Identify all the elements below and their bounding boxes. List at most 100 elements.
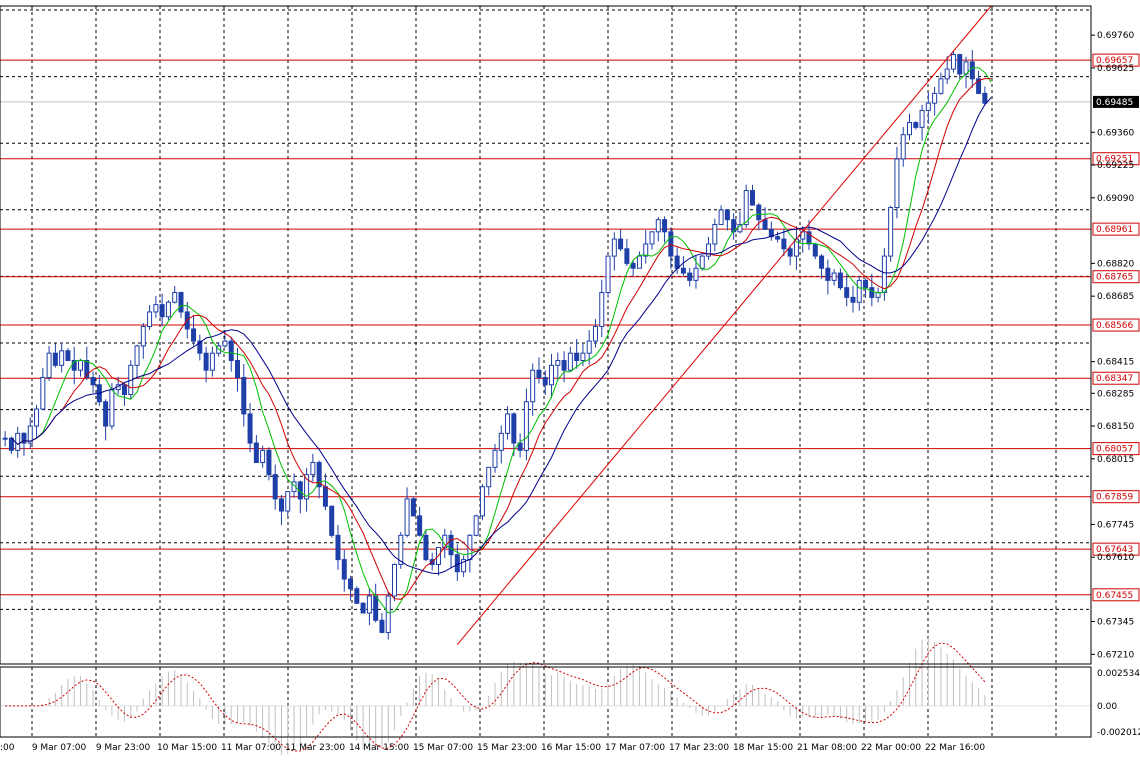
candle-body [398, 534, 404, 565]
osc-tick-label: 0.00 [1097, 702, 1117, 712]
oscillator-panel-frame [0, 666, 1092, 738]
y-tick-label: 0.69625 [1097, 64, 1134, 74]
x-tick-label: 15 Mar 07:00 [413, 743, 473, 753]
candle-body [775, 236, 781, 240]
candle-body [925, 102, 931, 111]
candle-body [976, 78, 982, 94]
candle-body [197, 340, 203, 354]
x-tick-label: 21 Mar 08:00 [797, 743, 857, 753]
x-tick-label: 9 Mar 23:00 [96, 743, 151, 753]
candle-body [749, 190, 755, 206]
candle-body [40, 376, 46, 410]
level-label: 0.69657 [1096, 56, 1133, 66]
candle-body [235, 359, 241, 378]
candle-body [693, 267, 699, 281]
candle-body [310, 461, 316, 476]
ma-mid-line [11, 78, 992, 600]
candle-body [580, 352, 586, 361]
candle-body [172, 292, 178, 303]
level-label-box [1092, 490, 1140, 504]
candle-body [624, 248, 630, 264]
candle-body [191, 328, 197, 342]
candle-body [297, 481, 303, 500]
y-tick-label: 0.68415 [1097, 358, 1134, 368]
level-label-box [1092, 588, 1140, 602]
candle-body [109, 389, 115, 427]
level-label: 0.68961 [1096, 225, 1133, 235]
current-price-label: 0.69485 [1096, 98, 1133, 108]
candle-body [34, 408, 40, 427]
candle-body [592, 326, 598, 342]
candle-body [863, 279, 869, 289]
trend-line-segment[interactable] [456, 5, 992, 645]
x-tick-label: 17 Mar 07:00 [605, 743, 665, 753]
candle-body [15, 432, 21, 451]
candle-body [599, 292, 605, 328]
level-label: 0.69251 [1096, 155, 1133, 165]
y-tick-label: 0.68015 [1097, 455, 1134, 465]
candle-body [781, 238, 787, 250]
candle-body [228, 340, 234, 361]
level-label-box [1092, 542, 1140, 556]
candle-body [341, 559, 347, 580]
candle-body [932, 92, 938, 104]
candle-body [894, 158, 900, 209]
x-tick-label: 17 Mar 23:00 [669, 743, 729, 753]
candle-body [812, 243, 818, 257]
candle-body [511, 413, 517, 444]
candle-body [649, 231, 655, 245]
candle-body [706, 243, 712, 257]
candle-body [285, 491, 291, 512]
y-tick-label: 0.67610 [1097, 553, 1134, 563]
candle-body [178, 292, 184, 313]
horizontal-levels: 0.69657 0.69251 0.68961 0.68765 0.68566 0.683… [0, 53, 1140, 602]
level-label: 0.67643 [1096, 545, 1133, 555]
candle-body [542, 376, 548, 386]
candle-body [611, 238, 617, 257]
level-label-box [1092, 371, 1140, 385]
candle-body [253, 442, 259, 463]
candle-body [52, 352, 58, 366]
candle-body [919, 109, 925, 128]
candle-body [335, 534, 341, 561]
candle-body [900, 134, 906, 160]
price-panel-frame [0, 5, 1092, 665]
candle-body [385, 595, 391, 633]
x-tick-label: 22 Mar 00:00 [861, 743, 921, 753]
y-tick-label: 0.68685 [1097, 292, 1134, 302]
candle-body [454, 554, 460, 573]
candle-body [699, 255, 705, 269]
osc-tick-label: -0.002012 [1097, 728, 1140, 738]
candle-body [473, 515, 479, 536]
candle-body [153, 304, 159, 313]
candle-body [498, 432, 504, 451]
candle-body [278, 498, 284, 512]
candle-body [555, 359, 561, 366]
candle-body [84, 359, 90, 378]
candle-body [209, 352, 215, 371]
ma-fast-line [11, 67, 992, 614]
x-tick-label: 14 Mar 15:00 [349, 743, 409, 753]
candle-body [272, 474, 278, 500]
y-tick-label: 0.68150 [1097, 422, 1134, 432]
candle-body [856, 279, 862, 303]
candle-body [103, 401, 109, 427]
candle-body [134, 345, 140, 366]
candle-body [712, 224, 718, 245]
candle-body [844, 287, 850, 298]
x-tick-label: 10 Mar 15:00 [157, 743, 217, 753]
candle-body [392, 563, 398, 597]
candle-body [78, 359, 84, 371]
candle-body [756, 204, 762, 221]
candle-body [655, 219, 661, 233]
candle-body [222, 340, 228, 347]
trend-line[interactable] [456, 5, 992, 645]
candle-body [404, 498, 410, 536]
candle-body [618, 238, 624, 250]
level-label-box [1092, 270, 1140, 284]
candle-body [304, 474, 310, 500]
y-tick-label: 0.69225 [1097, 161, 1134, 171]
candle-body [687, 272, 693, 281]
